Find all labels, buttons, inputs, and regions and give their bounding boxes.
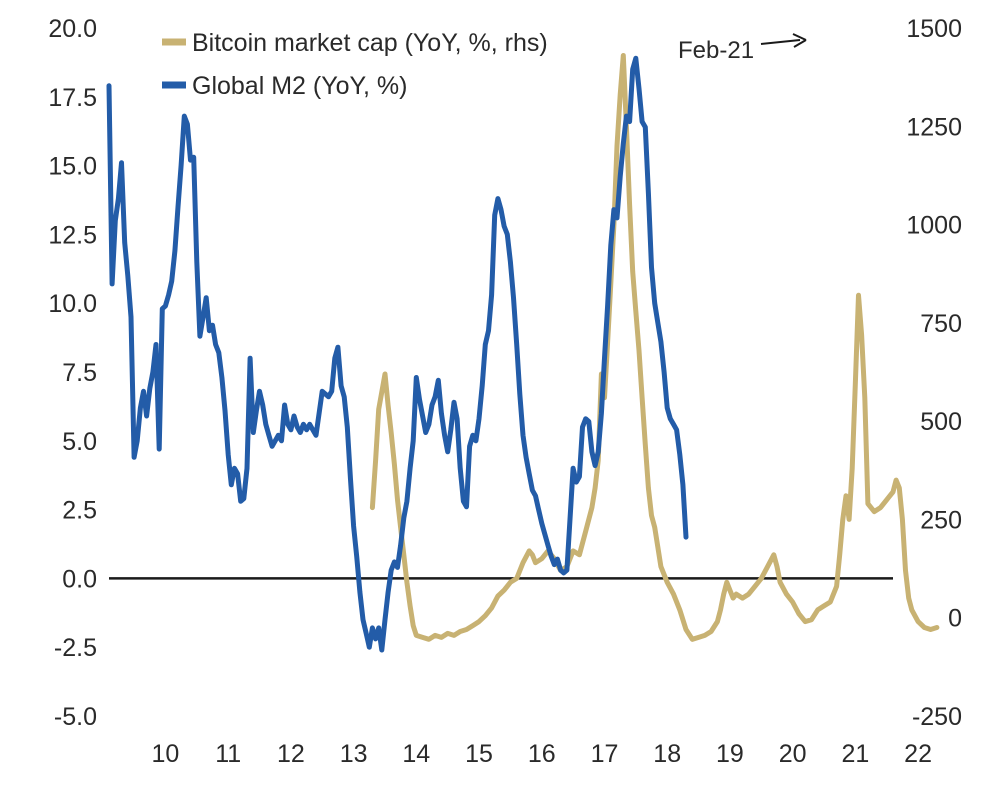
- x-tick-label: 20: [779, 740, 807, 768]
- x-tick-label: 12: [277, 740, 305, 768]
- x-tick-label: 19: [716, 740, 744, 768]
- y-left-tick-label: 5.0: [62, 428, 97, 456]
- y-right-tick-label: 0: [948, 605, 962, 633]
- y-right-tick-label: 1250: [906, 113, 962, 141]
- y-left-tick-label: 2.5: [62, 497, 97, 525]
- series-line-bitcoin: [369, 53, 940, 642]
- y-left-tick-label: 17.5: [48, 84, 97, 112]
- y-right-tick-label: 1000: [906, 212, 962, 240]
- x-tick-label: 14: [402, 740, 430, 768]
- y-left-tick-label: -2.5: [54, 634, 97, 662]
- y-left-tick-label: 7.5: [62, 359, 97, 387]
- annotation-arrow: [760, 39, 801, 45]
- annotation-feb21: Feb-21: [678, 33, 807, 64]
- x-tick-label: 21: [841, 740, 869, 768]
- x-tick-label: 11: [215, 740, 241, 768]
- y-left-tick-label: -5.0: [54, 703, 97, 731]
- y-right-tick-label: 750: [920, 310, 962, 338]
- y-left-tick-label: 10.0: [48, 290, 97, 318]
- x-tick-label: 13: [340, 740, 368, 768]
- x-tick-label: 17: [591, 740, 619, 768]
- y-left-tick-label: 20.0: [48, 15, 97, 43]
- y-left-tick-label: 0.0: [62, 565, 97, 593]
- x-tick-label: 22: [904, 740, 932, 768]
- legend: Bitcoin market cap (YoY, %, rhs) Global …: [162, 29, 548, 100]
- y-right-tick-label: 1500: [906, 15, 962, 43]
- y-right-tick-label: 250: [920, 506, 962, 534]
- x-tick-label: 15: [465, 740, 493, 768]
- right-y-axis: 1500 1250 1000 750 500 250 0 -250: [906, 15, 962, 731]
- y-right-tick-label: -250: [912, 703, 962, 731]
- y-left-tick-label: 12.5: [48, 221, 97, 249]
- x-tick-label: 10: [152, 740, 180, 768]
- legend-label-bitcoin: Bitcoin market cap (YoY, %, rhs): [192, 29, 548, 57]
- series-layer: [106, 53, 940, 653]
- annotation-label: Feb-21: [678, 37, 754, 64]
- x-tick-label: 18: [653, 740, 681, 768]
- annotation-arrowhead: [792, 33, 807, 48]
- x-tick-label: 16: [528, 740, 556, 768]
- y-right-tick-label: 500: [920, 408, 962, 436]
- y-left-tick-label: 15.0: [48, 153, 97, 181]
- x-axis: 10 11 12 13 14 15 16 17 18 19 20 21 22: [152, 740, 932, 768]
- legend-label-m2: Global M2 (YoY, %): [192, 72, 407, 100]
- left-y-axis: 20.0 17.5 15.0 12.5 10.0 7.5 5.0 2.5 0.0 -2.5 -5.0: [48, 15, 97, 731]
- series-line-m2: [106, 55, 689, 653]
